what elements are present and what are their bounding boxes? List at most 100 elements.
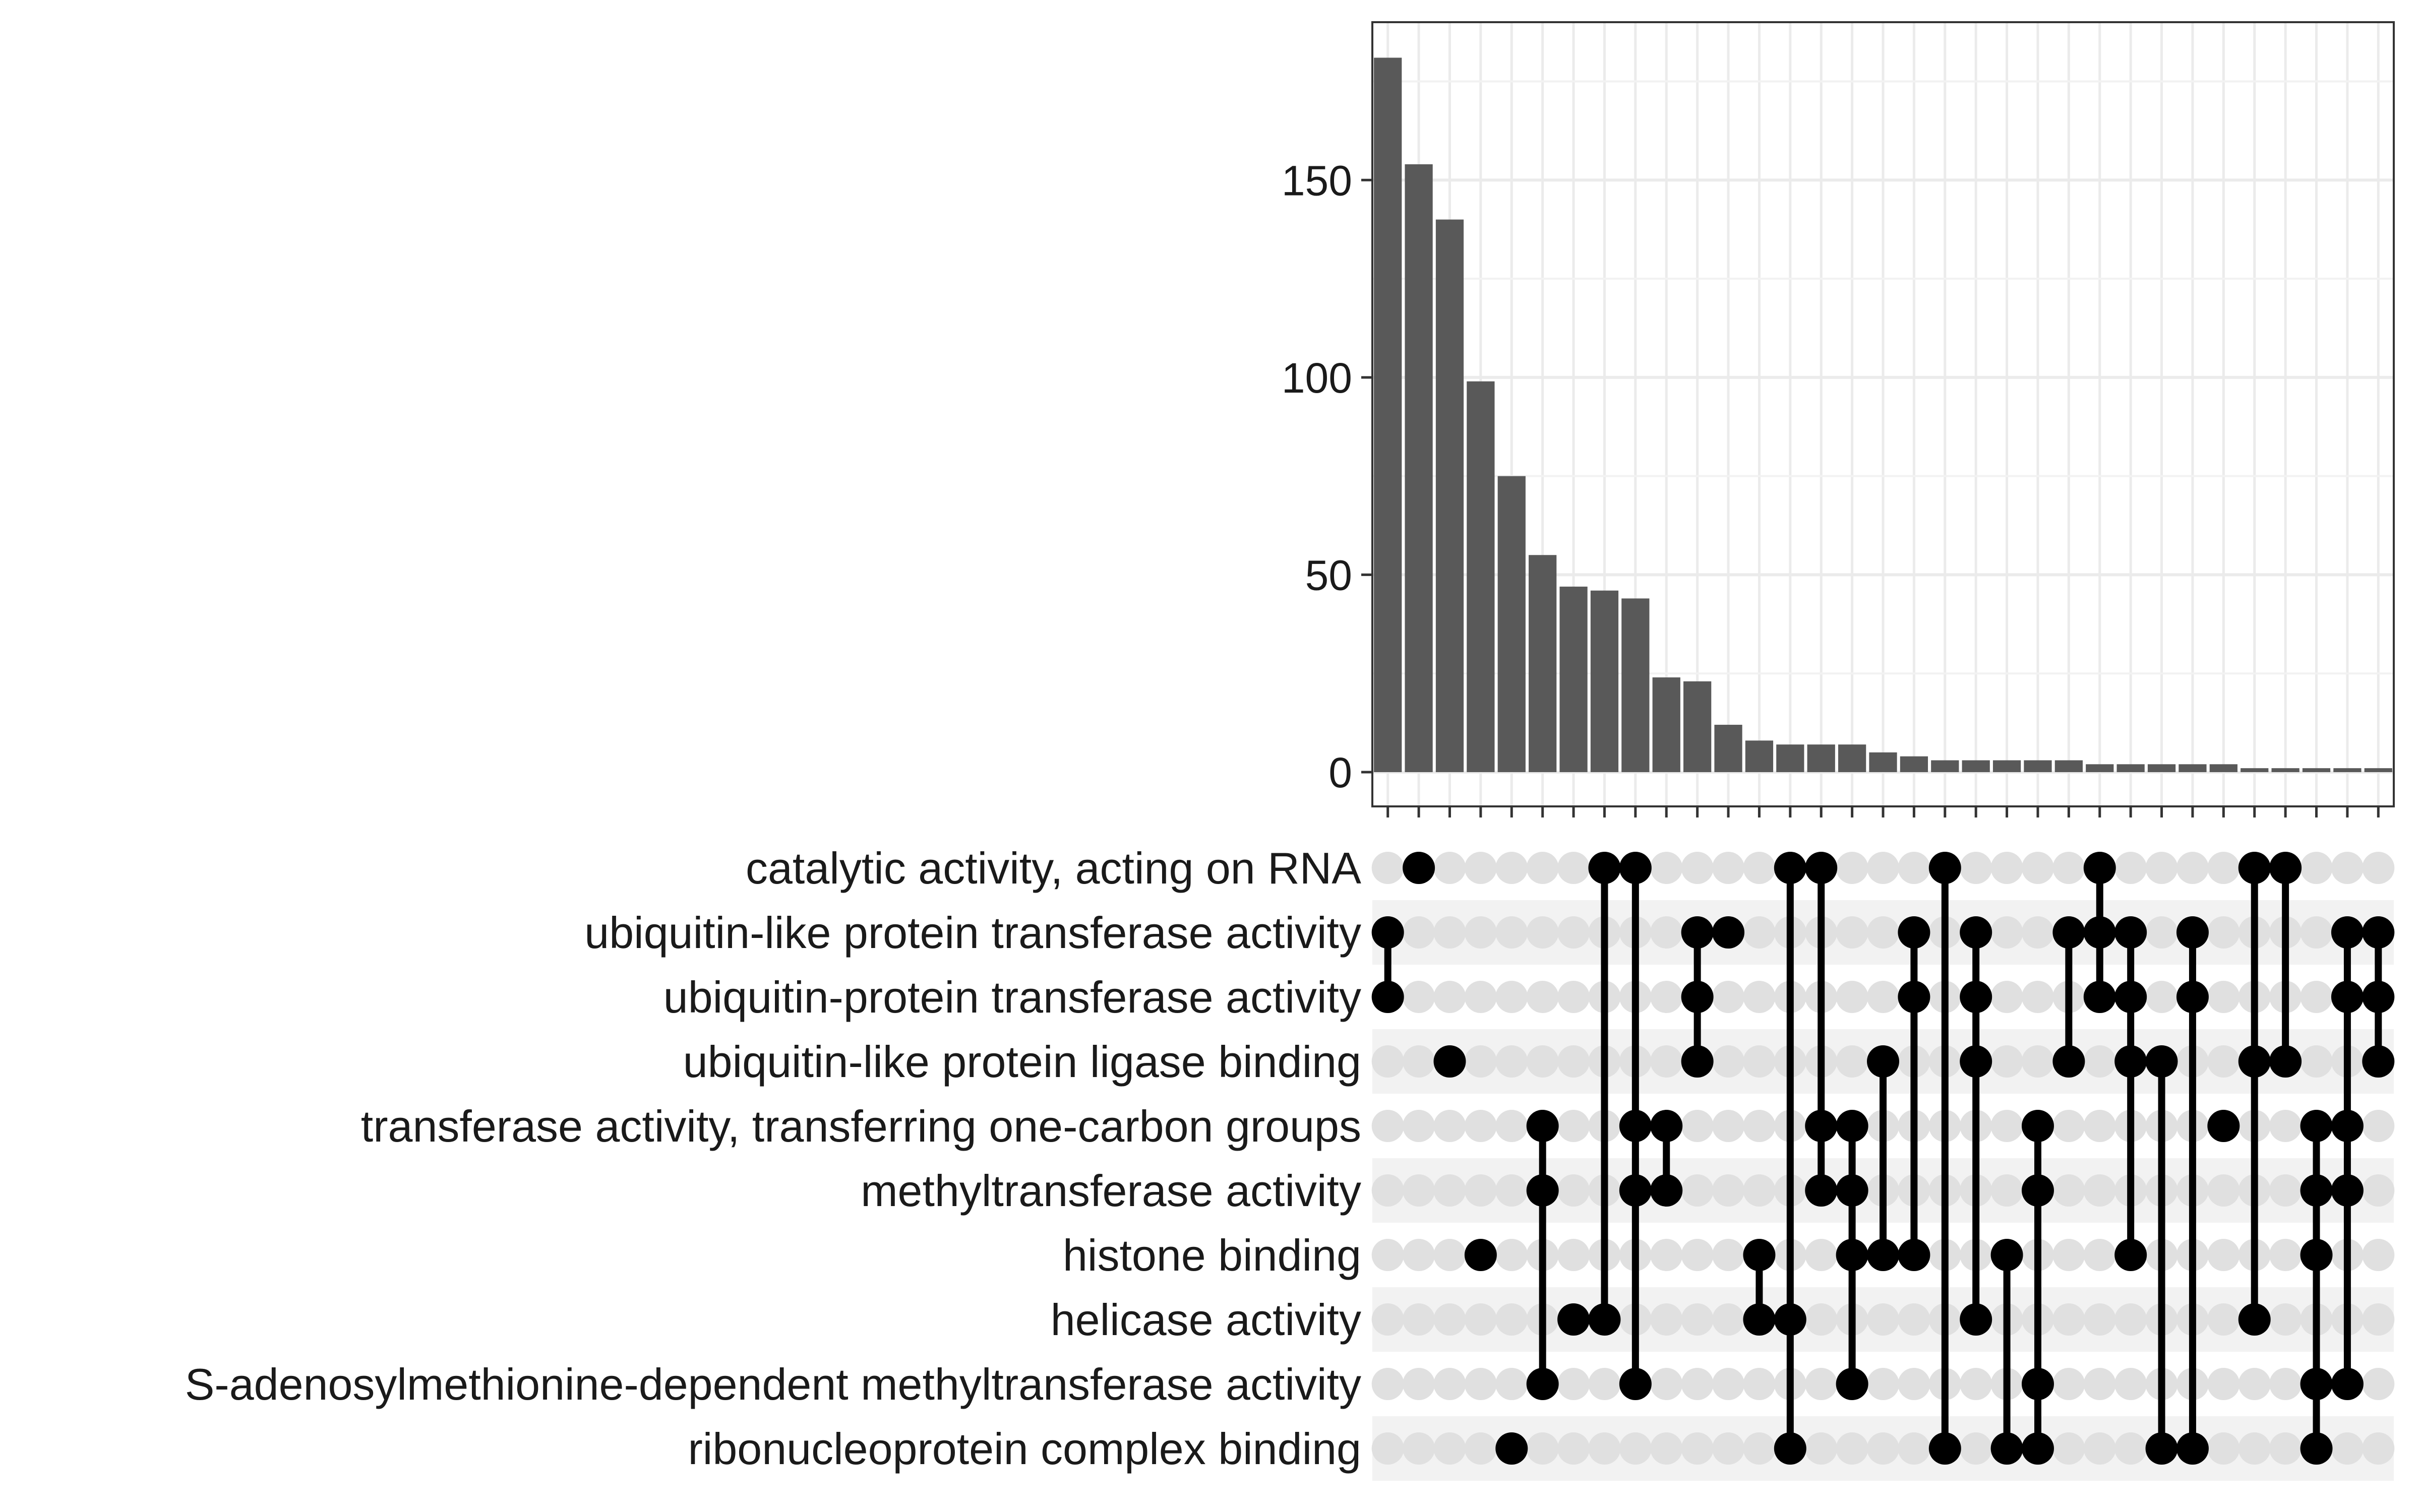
matrix-dot-active (1928, 1432, 1961, 1465)
matrix-dot-active (1836, 1368, 1868, 1400)
intersection-bar (2179, 764, 2207, 772)
matrix-dot-inactive (2362, 1110, 2395, 1142)
matrix-dot-inactive (1712, 1432, 1745, 1465)
matrix-dot-inactive (1990, 852, 2023, 884)
matrix-dot-inactive (1836, 916, 1868, 949)
matrix-dot-inactive (1990, 1110, 2023, 1142)
matrix-dot-inactive (1433, 1239, 1466, 1271)
matrix-dot-active (2269, 1045, 2302, 1078)
matrix-dot-active (2238, 1045, 2271, 1078)
matrix-dot-inactive (1495, 1110, 1528, 1142)
matrix-dot-active (2021, 1432, 2054, 1465)
matrix-dot-inactive (2269, 1174, 2302, 1207)
matrix-dot-inactive (1403, 981, 1435, 1013)
matrix-dot-inactive (1495, 1174, 1528, 1207)
set-label: methyltransferase activity (861, 1166, 1361, 1216)
matrix-dot-active (2114, 1045, 2147, 1078)
matrix-dot-inactive (1464, 916, 1497, 949)
matrix-dot-inactive (1743, 1432, 1776, 1465)
matrix-dot-active (2052, 916, 2085, 949)
y-tick-label: 0 (1328, 749, 1352, 796)
intersection-bar (2271, 768, 2300, 772)
matrix-dot-inactive (1898, 1303, 1930, 1336)
matrix-dot-inactive (2021, 981, 2054, 1013)
intersection-bar (1869, 752, 1897, 772)
matrix-dot-inactive (1619, 1432, 1652, 1465)
intersection-bar (2209, 764, 2237, 772)
matrix-dot-inactive (2269, 1368, 2302, 1400)
matrix-dot-inactive (1650, 981, 1683, 1013)
matrix-dot-inactive (1464, 1110, 1497, 1142)
intersection-bar (1559, 586, 1588, 772)
matrix-dot-inactive (1743, 981, 1776, 1013)
matrix-dot-inactive (2083, 1303, 2116, 1336)
matrix-dot-inactive (2145, 916, 2178, 949)
matrix-dot-inactive (1403, 1110, 1435, 1142)
matrix-dot-inactive (2207, 1303, 2240, 1336)
matrix-dot-inactive (1836, 852, 1868, 884)
matrix-dot-inactive (1495, 1303, 1528, 1336)
matrix-dot-inactive (1464, 1174, 1497, 1207)
matrix-dot-active (2331, 981, 2364, 1013)
matrix-dot-active (1990, 1239, 2023, 1271)
matrix-dot-inactive (1526, 981, 1559, 1013)
matrix-dot-inactive (2362, 1368, 2395, 1400)
intersection-bar (1497, 476, 1526, 772)
matrix-dot-inactive (1433, 1110, 1466, 1142)
matrix-dot-active (1681, 1045, 1714, 1078)
intersection-bar (1374, 57, 1402, 772)
matrix-dot-inactive (2083, 1110, 2116, 1142)
matrix-dot-active (2145, 1432, 2178, 1465)
matrix-dot-inactive (1371, 1239, 1404, 1271)
matrix-dot-inactive (1464, 1303, 1497, 1336)
matrix-dot-active (1990, 1432, 2023, 1465)
matrix-dot-inactive (1681, 1368, 1714, 1400)
matrix-dot-inactive (1371, 852, 1404, 884)
matrix-dot-inactive (1898, 852, 1930, 884)
intersection-bar (2116, 764, 2145, 772)
matrix-dot-active (2331, 1110, 2364, 1142)
matrix-dot-inactive (1433, 1174, 1466, 1207)
matrix-dot-inactive (2083, 1368, 2116, 1400)
matrix-dot-active (2362, 916, 2395, 949)
y-tick-label: 100 (1282, 354, 1352, 402)
set-label: histone binding (1063, 1230, 1361, 1280)
matrix-dot-inactive (1650, 1045, 1683, 1078)
matrix-dot-inactive (1681, 1174, 1714, 1207)
intersection-bar (1405, 164, 1433, 773)
matrix-dot-inactive (1433, 1303, 1466, 1336)
matrix-dot-active (2300, 1174, 2333, 1207)
matrix-dot-active (2300, 1110, 2333, 1142)
matrix-dot-inactive (1990, 916, 2023, 949)
matrix-dot-inactive (2083, 1045, 2116, 1078)
matrix-dot-inactive (2052, 1368, 2085, 1400)
matrix-dot-inactive (2207, 1432, 2240, 1465)
matrix-dot-inactive (1403, 1239, 1435, 1271)
matrix-dot-inactive (1867, 1432, 1899, 1465)
matrix-dot-active (1526, 1368, 1559, 1400)
matrix-dot-inactive (2300, 1045, 2333, 1078)
set-label: S-adenosylmethionine-dependent methyltra… (185, 1359, 1361, 1409)
matrix-dot-active (1960, 1303, 1992, 1336)
intersection-bar (1714, 725, 1742, 772)
set-label: ribonucleoprotein complex binding (688, 1424, 1361, 1474)
matrix-dot-inactive (2238, 1368, 2271, 1400)
matrix-dot-inactive (1495, 1368, 1528, 1400)
matrix-dot-active (2300, 1368, 2333, 1400)
intersection-size-bar-panel: 0 50 100 150 (1282, 21, 2395, 817)
matrix-dot-inactive (2052, 1110, 2085, 1142)
matrix-dot-inactive (1433, 852, 1466, 884)
matrix-dot-inactive (1403, 1368, 1435, 1400)
matrix-dot-inactive (1867, 981, 1899, 1013)
matrix-dot-inactive (1867, 852, 1899, 884)
matrix-dot-active (1495, 1432, 1528, 1465)
intersection-bar (2086, 764, 2114, 772)
matrix-dot-inactive (2114, 1432, 2147, 1465)
matrix-dot-inactive (1557, 981, 1590, 1013)
matrix-dot-inactive (1681, 852, 1714, 884)
matrix-dot-inactive (1371, 1110, 1404, 1142)
matrix-dot-active (1403, 852, 1435, 884)
matrix-dot-active (1960, 981, 1992, 1013)
matrix-dot-inactive (2083, 1174, 2116, 1207)
